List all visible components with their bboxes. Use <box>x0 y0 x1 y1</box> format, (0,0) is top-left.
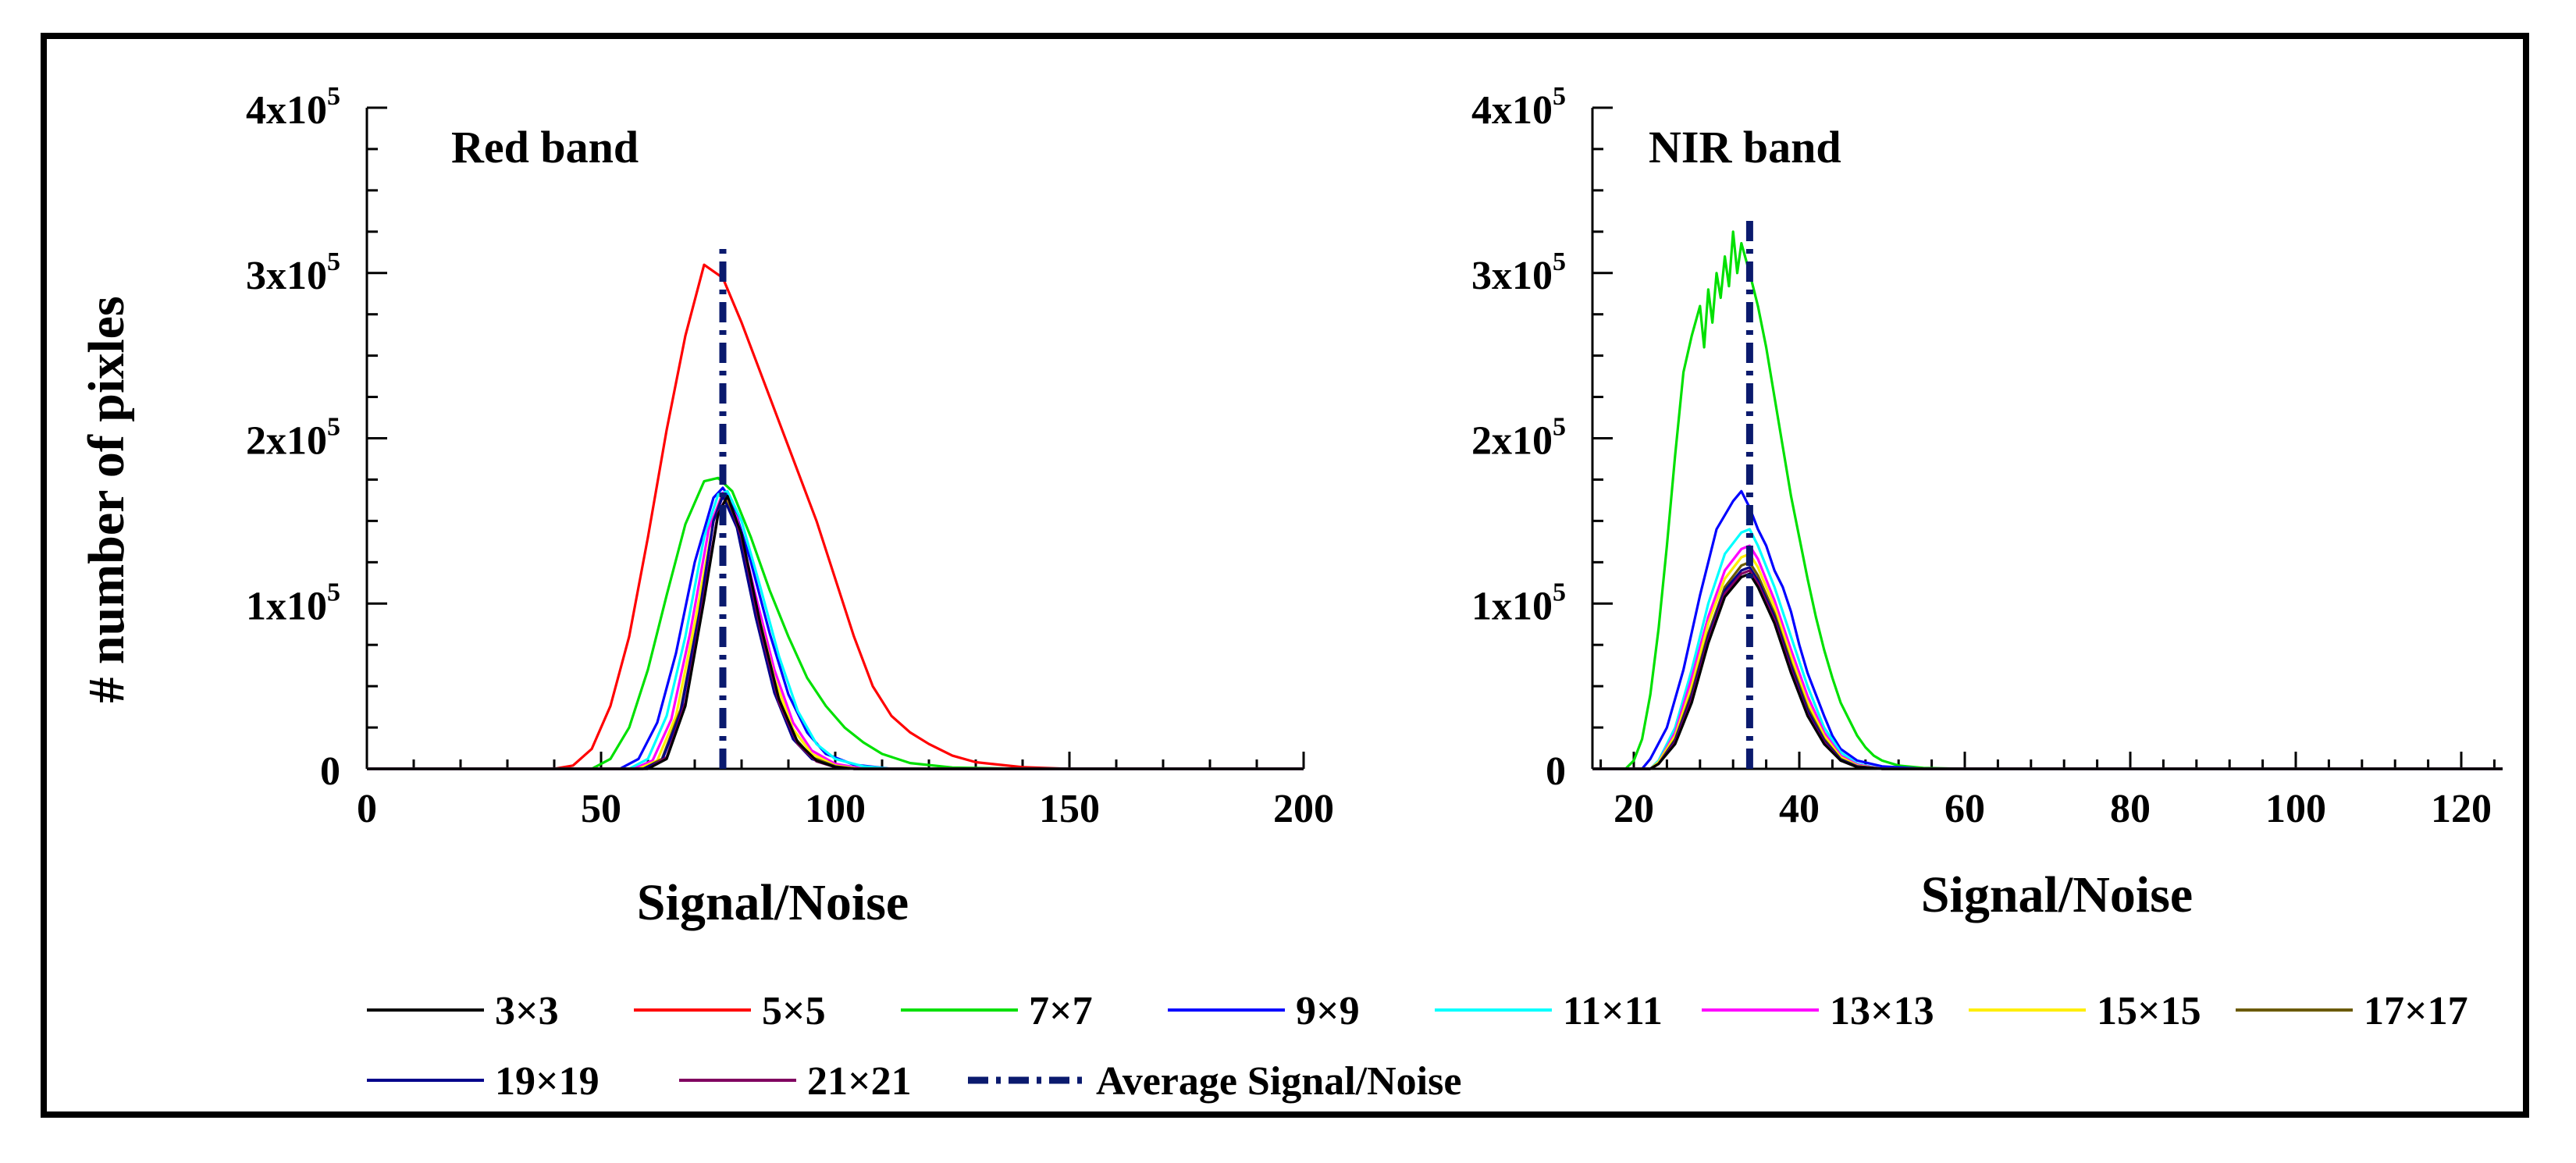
legend-label: 21×21 <box>807 1059 912 1104</box>
legend-label: 5×5 <box>762 989 826 1033</box>
nir-band-series-7x7 <box>1592 230 2503 770</box>
legend-item-19x19: 19×19 <box>367 1059 600 1104</box>
red-band-x-tick-label: 150 <box>1039 787 1100 831</box>
nir-band-series-9x9 <box>1592 489 2503 770</box>
red-band-x-tick-label: 100 <box>805 787 866 831</box>
legend-item-17x17: 17×17 <box>2236 989 2468 1033</box>
red-band-series-15x15 <box>367 493 1304 770</box>
nir-band-y-tick-label: 3x105 <box>1471 247 1566 298</box>
red-band-series-3x3 <box>367 495 1304 770</box>
nir-band-x-tick-label: 40 <box>1779 787 1820 831</box>
nir-band-series-21x21 <box>1592 569 2503 770</box>
legend-item-9x9: 9×9 <box>1168 989 1360 1033</box>
legend-label: 19×19 <box>495 1059 600 1104</box>
nir-band-x-tick-label: 60 <box>1944 787 1985 831</box>
red-band-x-tick-label: 200 <box>1273 787 1334 831</box>
legend-label: 7×7 <box>1029 989 1093 1033</box>
legend-label: 15×15 <box>2097 989 2201 1033</box>
nir-band-x-tick-label: 120 <box>2431 787 2492 831</box>
nir-band-x-tick-label: 80 <box>2110 787 2151 831</box>
legend-item-average-signal-noise: Average Signal/Noise <box>968 1059 1461 1104</box>
legend-item-5x5: 5×5 <box>634 989 826 1033</box>
red-band-series-7x7 <box>367 476 1304 770</box>
legend-item-11x11: 11×11 <box>1435 989 1663 1033</box>
nir-band-x-axis-title: Signal/Noise <box>1921 866 2193 923</box>
nir-band-y-tick-label: 1x105 <box>1471 578 1566 628</box>
red-band-x-tick-label: 0 <box>357 787 377 831</box>
red-band-title: Red band <box>451 122 639 172</box>
red-band-y-tick-label: 2x105 <box>246 413 340 464</box>
legend-label: 17×17 <box>2364 989 2468 1033</box>
legend-item-3x3: 3×3 <box>367 989 559 1033</box>
red-band-x-tick-label: 50 <box>581 787 621 831</box>
nir-band-series-3x3 <box>1592 572 2503 770</box>
legend-label: 11×11 <box>1563 989 1663 1033</box>
red-band-series-11x11 <box>367 489 1304 770</box>
legend-label: 13×13 <box>1830 989 1934 1033</box>
nir-band-series-11x11 <box>1592 528 2503 770</box>
figure-frame <box>41 33 2529 1118</box>
red-band-y-tick-label: 1x105 <box>246 578 340 628</box>
nir-band-panel: NIR band Signal/Noise 0 1x105 2x105 3x105 4x… <box>1471 82 2503 923</box>
red-band-y-tick-label: 3x105 <box>246 247 340 298</box>
red-band-y-tick-label: 0 <box>320 749 340 794</box>
red-band-series-13x13 <box>367 491 1304 770</box>
red-band-panel: Red band Signal/Noise 0 1x105 2x105 3x105 4x… <box>246 82 1334 931</box>
legend-item-7x7: 7×7 <box>901 989 1093 1033</box>
nir-band-y-tick-label: 4x105 <box>1471 82 1566 133</box>
red-band-x-axis-title: Signal/Noise <box>637 874 909 931</box>
nir-band-title: NIR band <box>1649 122 1841 172</box>
legend-item-15x15: 15×15 <box>1969 989 2201 1033</box>
legend-label: 9×9 <box>1296 989 1360 1033</box>
legend-label: 3×3 <box>495 989 559 1033</box>
y-axis-title: # number of pixles <box>78 296 135 702</box>
legend: 3×3 5×5 7×7 9×9 11×11 13×13 15×15 17×17 19×19 21×… <box>367 989 2468 1104</box>
nir-band-series-15x15 <box>1592 553 2503 770</box>
red-band-series-9x9 <box>367 486 1304 770</box>
nir-band-x-tick-label: 100 <box>2265 787 2326 831</box>
nir-band-y-tick-label: 0 <box>1546 749 1566 794</box>
red-band-y-tick-label: 4x105 <box>246 82 340 133</box>
red-band-series-17x17 <box>367 493 1304 770</box>
nir-band-x-tick-label: 20 <box>1614 787 1654 831</box>
legend-item-21x21: 21×21 <box>679 1059 912 1104</box>
nir-band-series-19x19 <box>1592 566 2503 770</box>
nir-band-y-tick-label: 2x105 <box>1471 413 1566 464</box>
legend-item-13x13: 13×13 <box>1702 989 1934 1033</box>
legend-label: Average Signal/Noise <box>1096 1059 1461 1104</box>
red-band-series-5x5 <box>367 263 1304 770</box>
red-band-series-19x19 <box>367 495 1304 770</box>
red-band-series-21x21 <box>367 495 1304 770</box>
nir-band-series-13x13 <box>1592 544 2503 770</box>
